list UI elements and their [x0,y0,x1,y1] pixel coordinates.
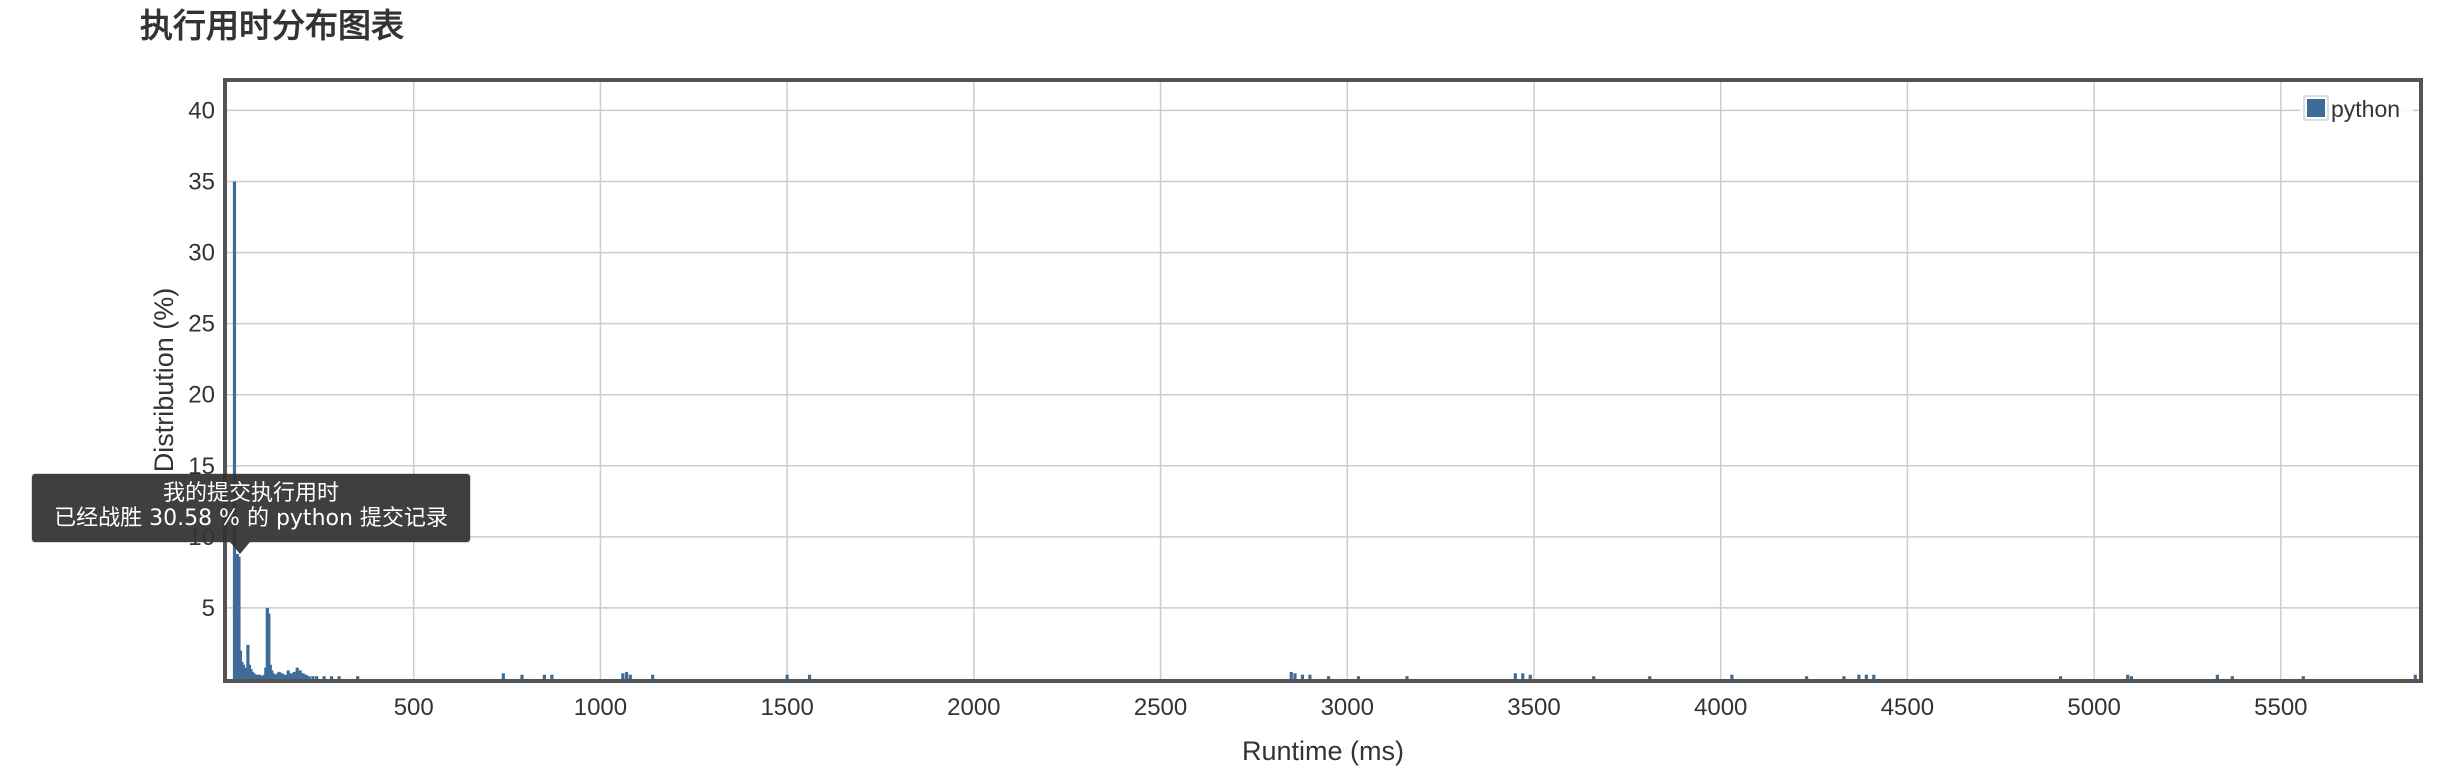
python-series-bars [232,181,2417,680]
python-bar[interactable] [311,676,315,679]
tooltip: 我的提交执行用时 已经战胜 30.58 % 的 python 提交记录 [32,474,470,542]
python-bar[interactable] [1842,676,1846,679]
y-tick-label: 20 [188,382,215,409]
python-bar[interactable] [2230,676,2234,679]
python-bar[interactable] [1300,674,1305,679]
legend-swatch [2307,99,2325,117]
python-bar[interactable] [1289,671,1293,679]
y-tick-label: 35 [188,169,215,196]
python-bar[interactable] [1857,674,1861,679]
python-bar[interactable] [550,674,554,679]
python-bar[interactable] [337,676,341,679]
y-tick-label: 5 [202,595,215,622]
tooltip-line1: 我的提交执行用时 [162,481,339,506]
python-bar[interactable] [1308,674,1312,679]
python-bar[interactable] [1872,674,1876,679]
x-tick-label: 3500 [1507,694,1560,721]
python-bar[interactable] [1405,676,1409,679]
x-tick-label: 500 [394,694,434,721]
python-bar[interactable] [1730,674,1734,679]
python-bar[interactable] [520,674,524,679]
python-bar[interactable] [2215,674,2219,679]
python-bar[interactable] [283,674,287,679]
python-bar[interactable] [1804,676,1809,679]
python-bar[interactable] [295,667,299,679]
python-bar[interactable] [304,674,308,679]
x-tick-label: 4500 [1881,694,1934,721]
x-tick-label: 5500 [2254,694,2307,721]
tooltip-arrow [230,542,251,554]
python-bar[interactable] [807,674,812,679]
x-tick-label: 5000 [2067,694,2120,721]
python-bar[interactable] [651,674,655,679]
grid [227,82,2419,679]
y-tick-label: 40 [188,97,215,124]
python-bar[interactable] [322,676,326,679]
python-bar[interactable] [542,674,547,679]
legend-swatch-box [2303,95,2329,121]
y-tick-label: 30 [188,240,215,267]
python-bar[interactable] [315,676,319,679]
python-bar[interactable] [1356,676,1361,679]
python-bar[interactable] [232,181,237,680]
python-bar[interactable] [1528,674,1532,679]
x-tick-label: 2500 [1134,694,1187,721]
x-tick-label: 1500 [760,694,813,721]
python-bar[interactable] [329,676,334,679]
python-bar[interactable] [621,673,625,679]
legend-label: python [2331,96,2400,122]
python-bar[interactable] [301,673,305,679]
python-bar[interactable] [1521,673,1525,679]
python-bar[interactable] [246,644,250,679]
python-bar[interactable] [2413,674,2417,679]
page-title: 执行用时分布图表 [140,6,404,45]
python-bar[interactable] [356,676,360,679]
x-tick-label: 3000 [1321,694,1374,721]
python-bar[interactable] [289,673,293,679]
y-axis-title: Distribution (%) [149,288,179,473]
python-bar[interactable] [501,673,505,679]
python-bar[interactable] [628,674,632,679]
x-tick-label: 4000 [1694,694,1747,721]
tooltip-line2: 已经战胜 30.58 % 的 python 提交记录 [54,506,448,531]
python-bar[interactable] [2058,676,2063,679]
python-bar[interactable] [1864,674,1868,679]
python-bar[interactable] [1327,676,1331,679]
python-bar[interactable] [298,670,302,679]
legend[interactable]: python [2300,92,2413,126]
y-tick-label: 25 [188,311,215,338]
plot-frame [223,78,2423,683]
python-bar[interactable] [286,670,290,679]
python-bar[interactable] [292,671,296,679]
python-bar[interactable] [1648,676,1652,679]
python-bar[interactable] [1513,673,1517,679]
python-bar[interactable] [2126,674,2130,679]
python-bar[interactable] [1592,676,1596,679]
x-tick-label: 1000 [574,694,627,721]
python-bar[interactable] [2301,676,2305,679]
python-bar[interactable] [785,674,789,679]
python-bar[interactable] [267,613,271,679]
python-bar[interactable] [624,671,629,679]
python-bar[interactable] [280,673,284,679]
python-bar[interactable] [2129,676,2134,679]
python-bar[interactable] [1293,673,1297,679]
python-bar[interactable] [277,671,281,679]
x-tick-label: 2000 [947,694,1000,721]
x-axis-title: Runtime (ms) [1242,736,1404,766]
axis-ticks: 500 1000 1500 2000 2500 3000 3500 4000 4500 5000 5… [188,97,2307,721]
python-bar[interactable] [237,556,241,679]
python-bar[interactable] [307,676,311,679]
